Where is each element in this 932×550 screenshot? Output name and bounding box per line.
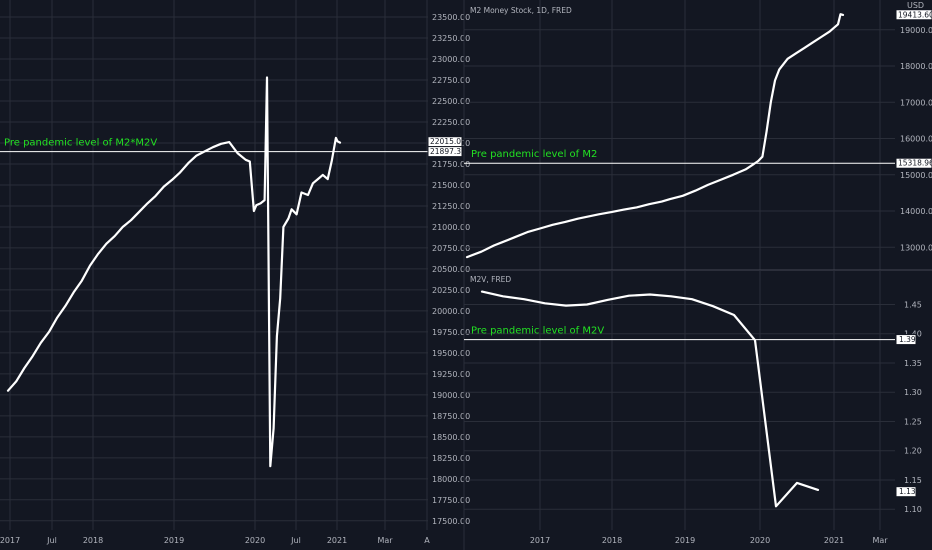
- left-y-tick-label: 19000.00: [432, 391, 470, 400]
- left-y-tick-label: 21500.00: [432, 181, 470, 190]
- tr-y-tick-label: 15000.00: [900, 171, 932, 180]
- tr-y-tick-label: 18000.00: [900, 62, 932, 71]
- m2-annotation: Pre pandemic level of M2: [471, 149, 597, 160]
- m2-last-value-label: 19413.60: [895, 9, 932, 21]
- m2v-panel-title: M2V, FRED: [470, 275, 511, 284]
- left-last-value: 22015.02: [430, 137, 466, 146]
- left-y-axis: 17500.00 17750.00 18000.00 18250.00 18500.00…: [432, 13, 470, 526]
- left-grid: [0, 0, 428, 530]
- m2v-series-line: [480, 290, 820, 508]
- left-x-tick-label: Jul: [290, 536, 301, 545]
- left-y-tick-label: 19750.00: [432, 328, 470, 337]
- right-x-tick-label: Mar: [872, 536, 888, 545]
- left-y-tick-label: 22750.00: [432, 76, 470, 85]
- right-x-tick-label: 2019: [675, 536, 695, 545]
- left-ref-value: 21897.31: [430, 147, 466, 156]
- left-x-tick-label: A: [424, 536, 430, 545]
- left-x-tick-label: 2018: [83, 536, 103, 545]
- left-x-tick-label: Jul: [46, 536, 57, 545]
- right-x-tick-label: 2017: [530, 536, 550, 545]
- m2-grid: [464, 0, 895, 270]
- left-x-axis: 2017 Jul 2018 2019 2020 Jul 2021 Mar A: [0, 536, 430, 545]
- m2v-last-value: 1.13: [899, 487, 916, 496]
- left-y-tick-label: 17750.00: [432, 496, 470, 505]
- left-y-tick-label: 17500.00: [432, 517, 470, 526]
- m2v-ref-value-label: 1.39: [895, 334, 917, 346]
- left-y-tick-label: 18500.00: [432, 433, 470, 442]
- tr-y-tick-label: 13000.00: [900, 243, 932, 252]
- m2-panel-title: M2 Money Stock, 1D, FRED: [470, 6, 572, 15]
- left-last-value-label: 22015.02: [427, 136, 466, 148]
- m2-series-line: [465, 13, 845, 259]
- left-annotation: Pre pandemic level of M2*M2V: [4, 138, 157, 149]
- br-y-tick-label: 1.15: [904, 476, 922, 485]
- left-x-tick-label: 2017: [0, 536, 20, 545]
- m2v-last-value-label: 1.13: [895, 486, 917, 498]
- left-y-tick-label: 21250.00: [432, 202, 470, 211]
- left-y-tick-label: 20250.00: [432, 286, 470, 295]
- m2v-annotation: Pre pandemic level of M2V: [471, 326, 604, 337]
- left-x-tick-label: Mar: [377, 536, 393, 545]
- right-x-tick-label: 2021: [824, 536, 844, 545]
- br-y-tick-label: 1.20: [904, 447, 922, 456]
- left-y-tick-label: 18750.00: [432, 412, 470, 421]
- br-y-tick-label: 1.35: [904, 359, 922, 368]
- left-y-tick-label: 18000.00: [432, 475, 470, 484]
- m2-y-axis: 13000.00 14000.00 15000.00 16000.00 17000.00…: [900, 26, 932, 253]
- m2-unit-label: USD: [907, 1, 924, 10]
- m2-last-value: 19413.60: [898, 10, 932, 19]
- br-y-tick-label: 1.45: [904, 300, 922, 309]
- tr-y-tick-label: 17000.00: [900, 98, 932, 107]
- left-y-tick-label: 20750.00: [432, 244, 470, 253]
- left-y-tick-label: 22500.00: [432, 97, 470, 106]
- br-y-tick-label: 1.30: [904, 388, 922, 397]
- m2-ref-value: 15318.96: [898, 159, 932, 168]
- left-y-tick-label: 20500.00: [432, 265, 470, 274]
- left-y-tick-label: 23500.00: [432, 13, 470, 22]
- right-x-tick-label: 2020: [750, 536, 770, 545]
- left-y-tick-label: 20000.00: [432, 307, 470, 316]
- right-x-tick-label: 2018: [602, 536, 622, 545]
- m2v-chart-panel: 1.101.151.201.251.301.351.401.45 M2V, FR…: [464, 271, 922, 545]
- tr-y-tick-label: 16000.00: [900, 135, 932, 144]
- left-x-tick-label: 2019: [164, 536, 184, 545]
- left-chart-panel: 17500.00 17750.00 18000.00 18250.00 18500.00…: [0, 0, 470, 545]
- right-x-axis: 2017 2018 2019 2020 2021 Mar: [530, 536, 888, 545]
- left-y-tick-label: 19500.00: [432, 349, 470, 358]
- br-y-tick-label: 1.10: [904, 505, 922, 514]
- m2v-grid: [464, 271, 895, 530]
- left-series-line: [6, 76, 342, 468]
- m2-ref-value-label: 15318.96: [895, 157, 932, 169]
- tr-y-tick-label: 19000.00: [900, 26, 932, 35]
- left-y-tick-label: 21750.00: [432, 160, 470, 169]
- m2-chart-panel: 13000.00 14000.00 15000.00 16000.00 17000.00…: [464, 0, 932, 270]
- left-y-tick-label: 21000.00: [432, 223, 470, 232]
- left-y-tick-label: 18250.00: [432, 454, 470, 463]
- m2v-ref-value: 1.39: [899, 335, 916, 344]
- br-y-tick-label: 1.25: [904, 417, 922, 426]
- left-y-tick-label: 23000.00: [432, 55, 470, 64]
- left-x-tick-label: 2021: [327, 536, 347, 545]
- left-y-tick-label: 19250.00: [432, 370, 470, 379]
- tr-y-tick-label: 14000.00: [900, 207, 932, 216]
- left-ref-value-label: 21897.31: [427, 146, 466, 158]
- left-y-tick-label: 22250.00: [432, 118, 470, 127]
- left-y-tick-label: 23250.00: [432, 34, 470, 43]
- left-x-tick-label: 2020: [245, 536, 265, 545]
